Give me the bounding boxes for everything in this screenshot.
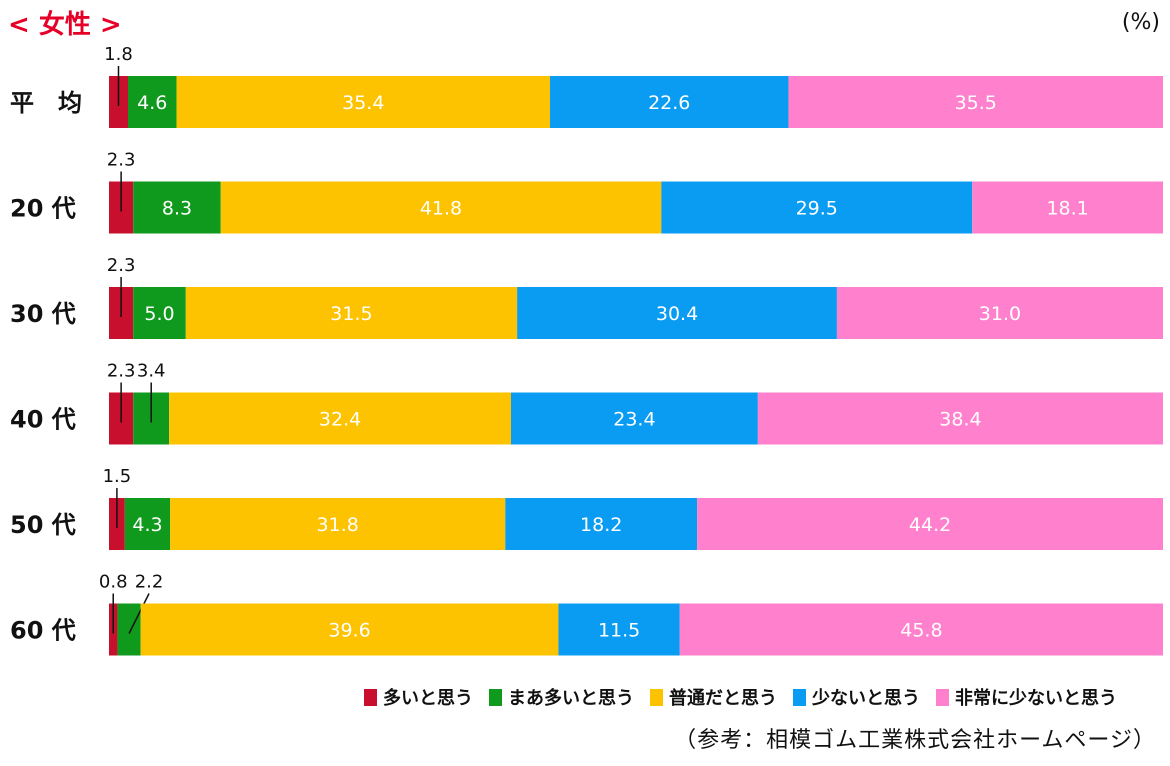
data-label: 31.5 bbox=[330, 303, 372, 325]
bar-segment bbox=[185, 287, 518, 339]
bar-segment bbox=[679, 603, 1163, 656]
data-label: 1.8 bbox=[104, 44, 133, 65]
data-label: 4.3 bbox=[132, 514, 162, 536]
bar-segment bbox=[697, 498, 1163, 550]
legend-label: 普通だと思う bbox=[669, 688, 777, 709]
data-label: 41.8 bbox=[420, 198, 462, 220]
data-label: 1.5 bbox=[103, 466, 132, 487]
bar-segment bbox=[510, 392, 758, 445]
legend-swatch bbox=[793, 688, 806, 706]
bar-segment bbox=[550, 76, 789, 128]
bar-segment bbox=[176, 76, 551, 128]
data-label: 35.5 bbox=[955, 92, 997, 114]
category-label: 平 均 bbox=[10, 89, 82, 117]
data-label: 45.8 bbox=[900, 620, 942, 642]
legend-swatch bbox=[364, 688, 377, 706]
legend-label: 非常に少ないと思う bbox=[955, 688, 1117, 709]
bar-segment bbox=[124, 498, 171, 550]
data-label: 2.2 bbox=[135, 572, 164, 593]
data-label: 29.5 bbox=[796, 198, 838, 220]
data-label: 35.4 bbox=[342, 92, 384, 114]
bar-segment bbox=[788, 76, 1163, 128]
data-label: 30.4 bbox=[656, 303, 698, 325]
bar-segment bbox=[505, 498, 698, 550]
data-label: 2.3 bbox=[107, 361, 136, 382]
category-label: 30 代 bbox=[10, 300, 76, 328]
chart-title: < 女性 > bbox=[8, 10, 122, 40]
bar-segment bbox=[220, 181, 662, 234]
data-label: 38.4 bbox=[939, 409, 981, 431]
legend-item: 少ないと思う bbox=[793, 684, 920, 710]
data-label: 32.4 bbox=[319, 409, 361, 431]
source-note: （参考：相模ゴム工業株式会社ホームページ） bbox=[674, 728, 1156, 753]
leader-line bbox=[128, 593, 150, 634]
bar-segment bbox=[517, 287, 837, 339]
data-label: 11.5 bbox=[598, 620, 640, 642]
data-label: 2.3 bbox=[107, 150, 136, 171]
legend-item: 非常に少ないと思う bbox=[936, 684, 1117, 710]
stacked-bar-chart: 平 均 1.8 4.6 35.4 22.6 35.5 20 代 2.3 8.3 41.8 29.5 1… bbox=[10, 44, 1163, 656]
bar-segment bbox=[972, 181, 1163, 234]
data-label: 5.0 bbox=[144, 303, 174, 325]
data-label: 3.4 bbox=[137, 361, 166, 382]
legend-label: 多いと思う bbox=[383, 688, 473, 709]
unit-label: (%) bbox=[1121, 10, 1160, 35]
data-label: 18.1 bbox=[1046, 198, 1088, 220]
legend-label: 少ないと思う bbox=[812, 688, 920, 709]
data-label: 31.8 bbox=[317, 514, 359, 536]
data-label: 39.6 bbox=[328, 620, 370, 642]
data-label: 23.4 bbox=[613, 409, 655, 431]
category-label: 40 代 bbox=[10, 406, 76, 434]
data-label: 44.2 bbox=[909, 514, 951, 536]
bar-segment bbox=[836, 287, 1163, 339]
bar-segment bbox=[170, 498, 506, 550]
legend-swatch bbox=[936, 688, 949, 706]
legend-label: まあ多いと思う bbox=[508, 688, 634, 709]
category-label: 60 代 bbox=[10, 617, 76, 645]
bar-segment bbox=[661, 181, 973, 234]
bar-segment bbox=[133, 181, 221, 234]
bar-segment bbox=[169, 392, 511, 445]
bar-segment bbox=[757, 392, 1163, 445]
data-label: 31.0 bbox=[979, 303, 1021, 325]
category-label: 20 代 bbox=[10, 195, 76, 223]
data-label: 8.3 bbox=[162, 198, 192, 220]
bar-segment bbox=[140, 603, 559, 656]
legend-item: まあ多いと思う bbox=[489, 684, 634, 710]
data-label: 0.8 bbox=[99, 572, 128, 593]
bar-segment bbox=[117, 603, 141, 656]
data-label: 22.6 bbox=[648, 92, 690, 114]
legend: 多いと思う まあ多いと思う 普通だと思う 少ないと思う 非常に少ないと思う bbox=[364, 684, 1133, 710]
legend-swatch bbox=[489, 688, 502, 706]
data-label: 2.3 bbox=[107, 255, 136, 276]
bar-segment bbox=[127, 76, 177, 128]
legend-swatch bbox=[650, 688, 663, 706]
data-label: 18.2 bbox=[580, 514, 622, 536]
legend-item: 多いと思う bbox=[364, 684, 473, 710]
legend-item: 普通だと思う bbox=[650, 684, 777, 710]
data-label: 4.6 bbox=[137, 92, 167, 114]
bar-segment bbox=[133, 287, 186, 339]
bar-segment bbox=[558, 603, 680, 656]
category-label: 50 代 bbox=[10, 511, 76, 539]
